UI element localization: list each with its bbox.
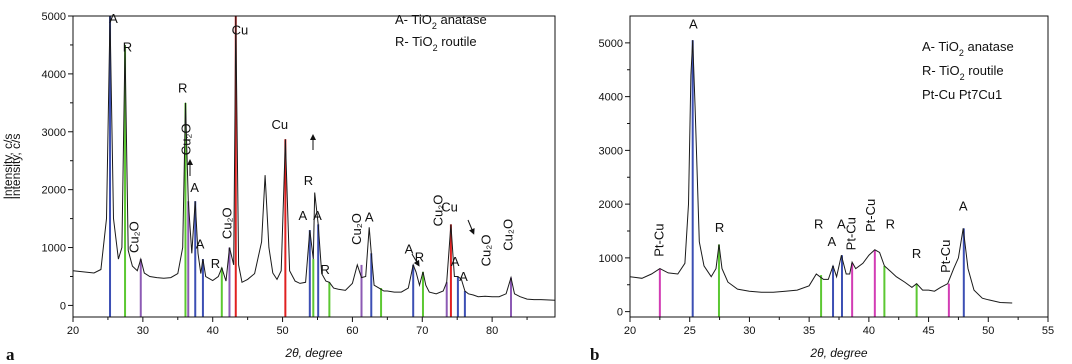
peak-annotation: A [689,16,698,31]
y-tick-label: 4000 [42,69,66,81]
annotation-arrowhead [310,134,316,140]
peak-annotation: A [298,208,307,223]
peak-annotation: A [109,11,118,26]
y-tick-label: 0 [60,300,66,312]
x-axis-label: 2θ, degree [809,346,868,360]
y-tick-label: 3000 [599,145,623,157]
peak-annotation: A [959,199,968,214]
peak-annotation: R [123,39,132,54]
y-tick-label: 2000 [42,185,66,197]
x-tick-label: 80 [486,325,498,337]
x-axis-label: 2θ, degree [284,346,343,360]
y-axis-label: Intensity, c/s [1,134,15,200]
peak-annotation: Cu₂O [479,235,494,267]
peak-annotation: Pt-Cu [844,217,859,250]
peak-annotation: Cu₂O [431,195,446,227]
peak-annotation: Pt-Cu [938,240,953,273]
x-tick-label: 70 [416,325,428,337]
panel-label: b [590,345,599,364]
peak-annotation: Pt-Cu [651,224,666,257]
y-tick-label: 2000 [599,199,623,211]
x-tick-label: 30 [743,325,755,337]
peak-annotation: R [886,216,895,231]
panel-a: 20 30 40 50 60 70 80 0 1000 2000 3000 4000 5000 2θ, d… [6,11,556,364]
y-tick-label: 0 [617,307,623,319]
x-tick-label: 55 [1042,325,1054,337]
y-tick-label: 1000 [599,253,623,265]
peak-annotation: R [814,216,823,231]
peak-annotation: Cu₂O [500,219,515,251]
peak-annotation: R [715,220,724,235]
peak-annotation: Cu [271,117,288,132]
peak-annotation: R [211,256,220,271]
peak-annotation: A [451,254,460,269]
peak-annotation: A [196,237,205,252]
peak-annotation: Pt-Cu [863,199,878,232]
peak-annotation: Cu [441,200,458,215]
y-tick-label: 5000 [599,38,623,50]
peak-annotation: R [415,249,424,264]
plot-frame [72,15,556,318]
legend-entry: A- TiO2 anatase [395,12,487,31]
peak-annotation: A [405,241,414,256]
panel-label: a [6,345,15,364]
peak-annotation: Cu₂O [127,221,142,253]
y-tick-label: 1000 [42,243,66,255]
xrd-trace [630,40,1013,304]
legend-entry: R- TiO2 routile [922,63,1004,82]
panel-b: 20 25 30 35 40 45 50 55 0 1000 2000 3000 4000 5000 2θ,… [1,15,1054,364]
legend-entry: R- TiO2 routile [395,34,477,53]
legend-entry: Pt-Cu Pt7Cu1 [922,87,1002,102]
y-tick-label: 3000 [42,127,66,139]
peak-annotation: A [365,209,374,224]
peak-annotation: Cu [232,23,249,38]
peak-annotation: R [320,262,329,277]
x-tick-label: 40 [207,325,219,337]
y-tick-label: 5000 [42,11,66,23]
peak-annotation: R [912,246,921,261]
peak-annotation: A [190,180,199,195]
peak-annotation: A [459,269,468,284]
y-tick-label: 4000 [599,92,623,104]
peak-annotation: Cu₂O [349,213,364,245]
legend-entry: A- TiO2 anatase [922,39,1014,58]
peak-annotation: Cu₂O [220,207,235,239]
x-tick-label: 40 [863,325,875,337]
peak-annotation: Cu₂O [178,123,193,155]
annotation-arrowhead [469,228,475,235]
annotation-arrowhead [413,259,420,267]
x-tick-label: 20 [624,325,636,337]
x-tick-label: 50 [982,325,994,337]
peak-annotation: R [304,173,313,188]
x-tick-label: 60 [346,325,358,337]
annotation-arrowhead [187,159,193,165]
x-tick-label: 25 [684,325,696,337]
xrd-trace [73,16,555,301]
x-tick-label: 20 [67,325,79,337]
y-axis-label: Intensity, c/s [9,134,23,200]
peak-annotation: A [837,216,846,231]
x-tick-label: 30 [137,325,149,337]
peak-annotation: A [313,208,322,223]
x-tick-label: 45 [922,325,934,337]
x-tick-label: 35 [803,325,815,337]
x-tick-label: 50 [276,325,288,337]
peak-annotation: A [827,234,836,249]
peak-annotation: R [178,80,187,95]
